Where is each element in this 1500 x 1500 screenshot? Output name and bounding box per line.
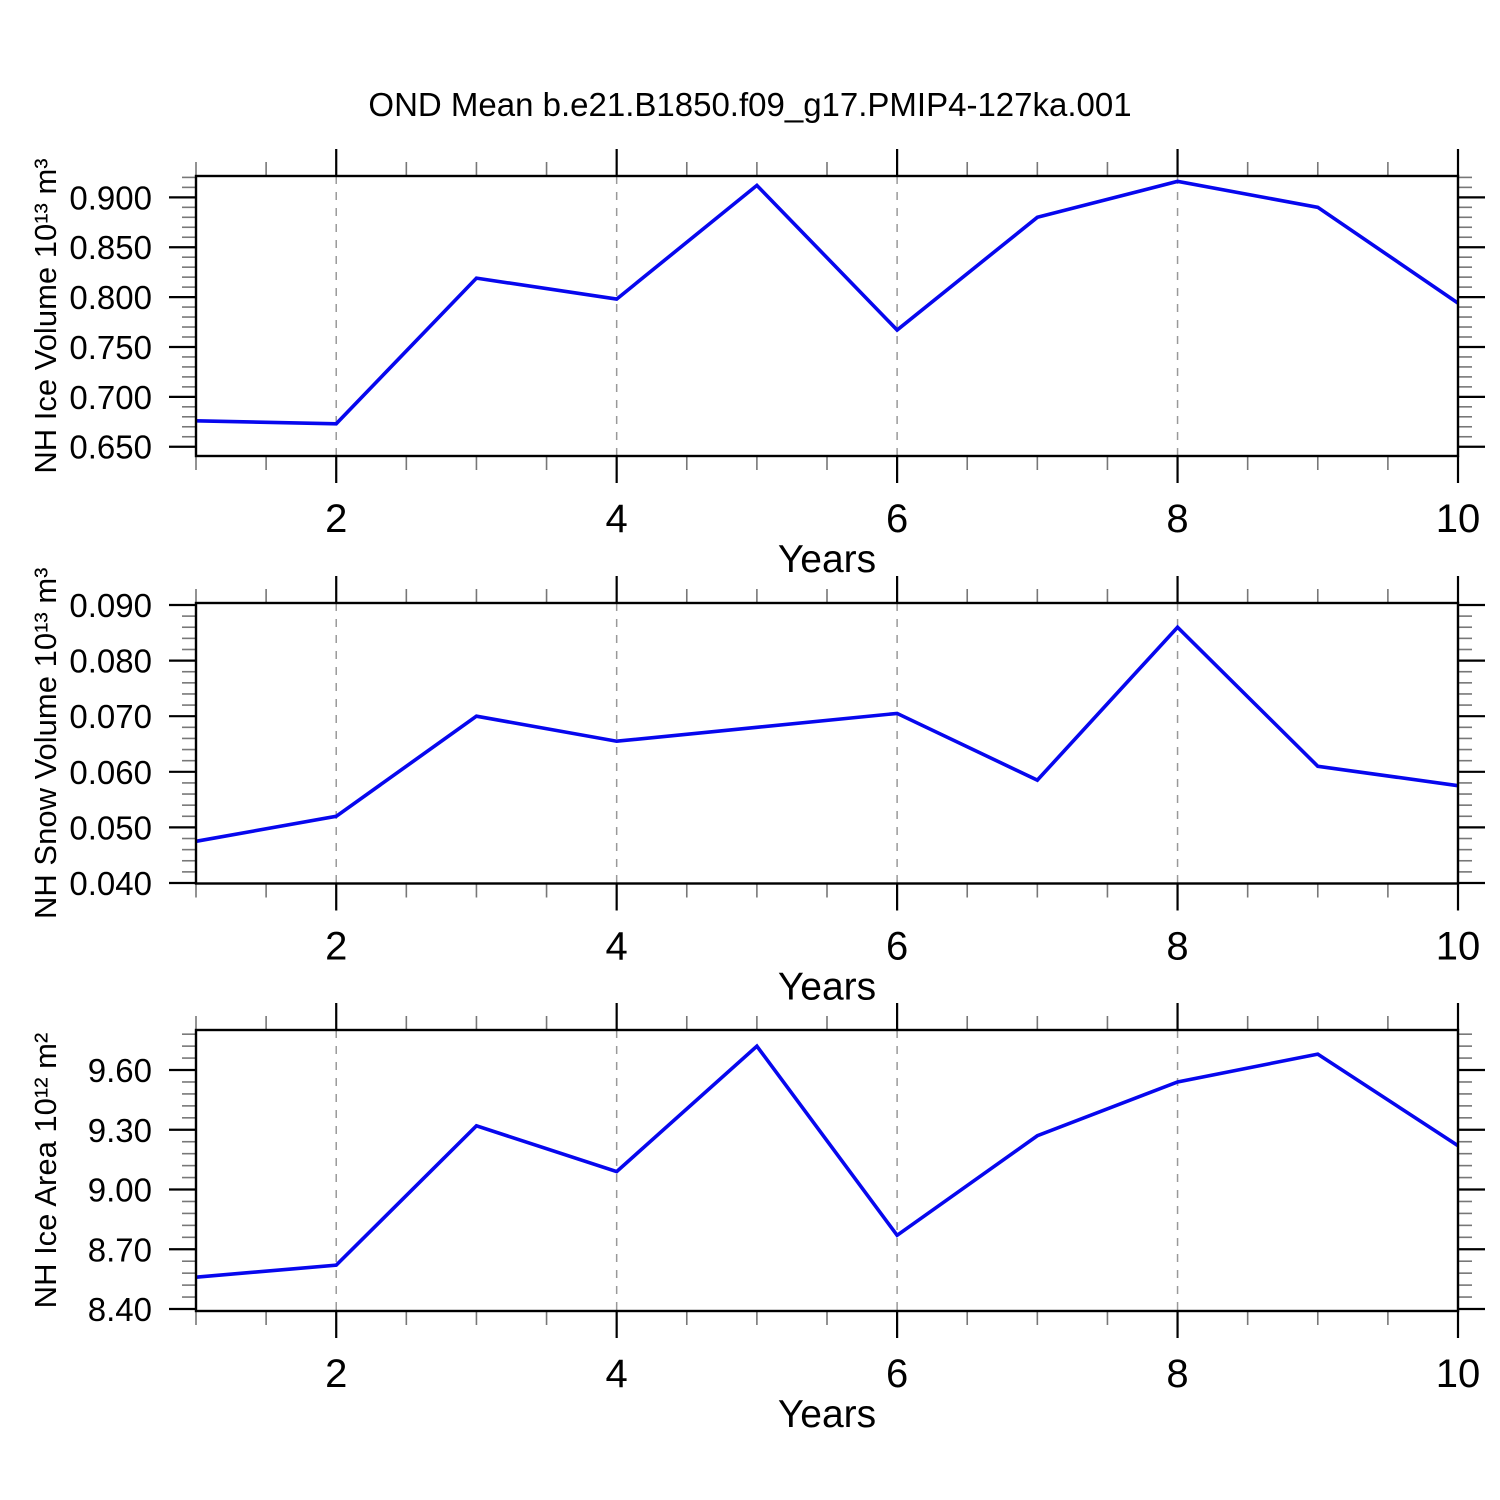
y-tick-label: 0.060 [69, 754, 152, 791]
y-axis-title: NH Ice Volume 10¹³ m³ [28, 158, 63, 473]
x-axis-title: Years [778, 1393, 876, 1436]
chart-title: OND Mean b.e21.B1850.f09_g17.PMIP4-127ka… [368, 86, 1132, 123]
plot-border [194, 174, 1460, 458]
x-tick-label: 4 [606, 497, 628, 541]
y-tick-label: 0.900 [69, 179, 152, 216]
x-tick-label: 2 [325, 497, 347, 541]
y-axis-title: NH Snow Volume 10¹³ m³ [28, 568, 63, 919]
y-tick-label: 0.070 [69, 698, 152, 735]
y-axis-title: NH Ice Area 10¹² m² [28, 1033, 63, 1309]
x-tick-label: 4 [606, 1352, 628, 1396]
data-line-panel-1 [195, 179, 1460, 426]
y-tick-label: 0.080 [69, 643, 152, 680]
y-tick-label: 9.00 [88, 1172, 152, 1209]
x-tick-label: 10 [1436, 1352, 1481, 1396]
y-tick-label: 8.40 [88, 1291, 152, 1328]
x-tick-label: 8 [1166, 1352, 1188, 1396]
y-tick-label: 0.800 [69, 279, 152, 316]
x-tick-label: 6 [886, 497, 908, 541]
y-tick-label: 0.090 [69, 587, 152, 624]
x-tick-label: 8 [1166, 925, 1188, 969]
data-line-panel-2 [195, 624, 1459, 844]
x-axis-title: Years [778, 538, 876, 581]
x-tick-label: 6 [886, 1352, 908, 1396]
x-tick-label: 10 [1436, 925, 1481, 969]
y-tick-label: 0.750 [69, 329, 152, 366]
panel-2: 2 4 6 8 10 0.040 0.050 0.060 0.070 0.080 0.090 Year… [28, 568, 1485, 1009]
x-tick-label: 4 [606, 925, 628, 969]
x-tick-label: 10 [1436, 497, 1481, 541]
plot-border [194, 601, 1460, 885]
y-tick-label: 0.700 [69, 379, 152, 416]
y-tick-label: 8.70 [88, 1231, 152, 1268]
y-tick-label: 9.30 [88, 1112, 152, 1149]
y-tick-label: 0.040 [69, 865, 152, 902]
data-line-panel-3 [195, 1043, 1459, 1279]
y-tick-label: 9.60 [88, 1052, 152, 1089]
x-tick-label: 8 [1166, 497, 1188, 541]
x-tick-label: 2 [325, 925, 347, 969]
x-axis-title: Years [778, 966, 876, 1009]
x-tick-label: 2 [325, 1352, 347, 1396]
y-tick-label: 0.050 [69, 809, 152, 846]
plot-border [194, 1028, 1460, 1313]
y-tick-label: 0.850 [69, 229, 152, 266]
panel-3: 2 4 6 8 10 8.40 8.70 9.00 9.30 9.60 Years NH Ice Ar… [28, 1003, 1485, 1436]
x-tick-label: 6 [886, 925, 908, 969]
y-tick-label: 0.650 [69, 429, 152, 466]
panel-1: 2 4 6 8 10 0.650 0.700 0.750 0.800 0.850 0.900 Year… [28, 149, 1485, 581]
